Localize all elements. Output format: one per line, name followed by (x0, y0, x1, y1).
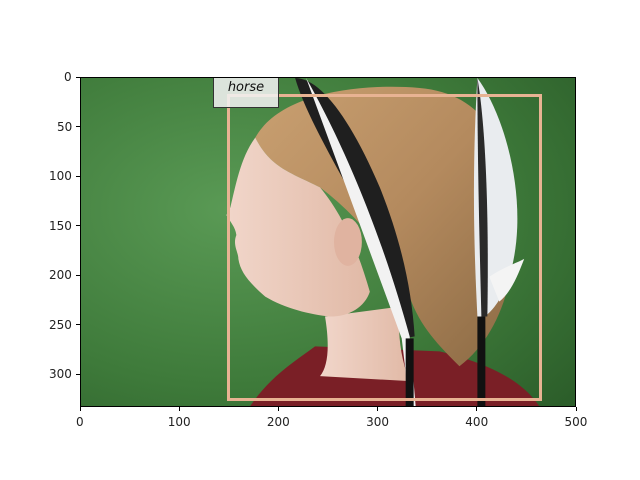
x-tick (575, 407, 577, 411)
y-tick-label: 250 (49, 317, 72, 332)
y-tick-label: 300 (49, 367, 72, 382)
ear (333, 218, 362, 266)
image-plot-area: horse (80, 77, 576, 407)
y-tick-label: 150 (49, 218, 72, 233)
bounding-box-label: horse (212, 78, 280, 108)
x-tick-label: 100 (167, 415, 191, 429)
x-tick-label: 400 (465, 415, 489, 429)
x-tick-label: 300 (366, 415, 389, 429)
y-tick (76, 373, 80, 375)
face (226, 137, 370, 317)
x-tick (377, 407, 379, 411)
y-tick (76, 126, 80, 128)
feather-dark (295, 78, 415, 339)
y-tick (76, 274, 80, 276)
x-tick-label: 500 (564, 415, 588, 429)
y-tick-label: 0 (64, 70, 72, 84)
neck (320, 306, 410, 382)
x-tick (79, 407, 81, 411)
feather-string-left (405, 338, 414, 406)
feather-tuft (489, 258, 525, 302)
x-tick (476, 407, 478, 411)
x-tick (178, 407, 180, 411)
y-tick (76, 324, 80, 326)
y-tick-label: 100 (49, 169, 72, 184)
x-tick (277, 407, 279, 411)
y-tick (76, 175, 80, 177)
y-tick (76, 76, 80, 78)
y-tick-label: 50 (57, 119, 73, 134)
x-tick-label: 200 (266, 415, 290, 429)
x-tick-label: 0 (76, 415, 84, 429)
y-tick (76, 225, 80, 227)
feather-string-right (477, 316, 486, 406)
photo (81, 78, 575, 406)
y-tick-label: 200 (49, 268, 72, 283)
feather-dark-edge (477, 78, 488, 317)
bounding-box (226, 93, 543, 402)
